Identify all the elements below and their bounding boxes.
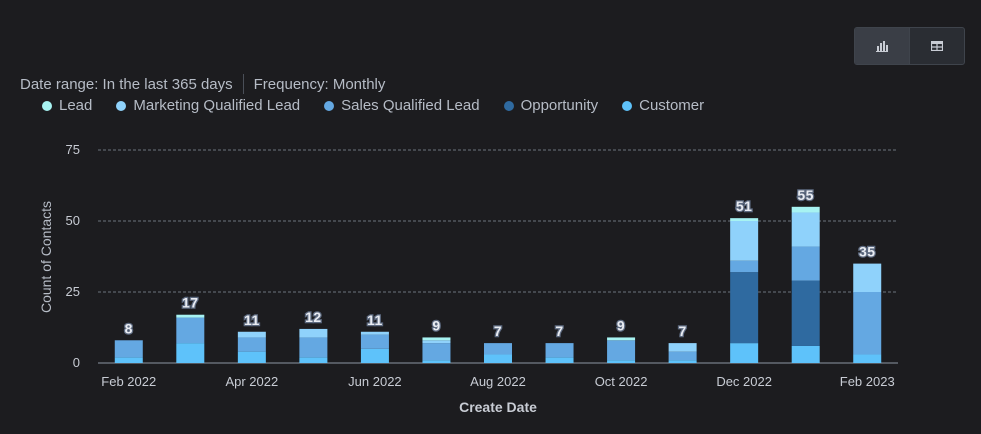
bar-segment-sales-qualified-lead[interactable]	[176, 317, 205, 344]
legend-label: Sales Qualified Lead	[341, 97, 480, 114]
legend-swatch	[503, 100, 514, 111]
legend-item-sales-qualified-lead[interactable]: Sales Qualified Lead	[324, 97, 480, 114]
bar-segment-customer[interactable]	[360, 348, 389, 363]
legend-swatch	[116, 100, 127, 111]
date-range-filter[interactable]: Date range: In the last 365 days	[20, 75, 233, 93]
x-tick-label: Feb 2022	[101, 374, 156, 389]
bar-segment-customer[interactable]	[422, 360, 451, 363]
bar-total-label: 35	[859, 244, 876, 260]
bar-segment-customer[interactable]	[853, 354, 882, 363]
bar-segment-sales-qualified-lead[interactable]	[237, 337, 266, 352]
bar-total-label: 11	[244, 312, 260, 328]
y-axis-title: Count of Contacts	[38, 201, 54, 313]
bar-segment-customer[interactable]	[668, 360, 697, 363]
bar-segment-customer[interactable]	[237, 351, 266, 363]
frequency-filter[interactable]: Frequency: Monthly	[253, 75, 386, 93]
legend-swatch	[324, 100, 335, 111]
bar-total-label: 12	[305, 309, 322, 325]
legend-swatch	[42, 100, 52, 111]
bar-segment-sales-qualified-lead[interactable]	[791, 246, 820, 281]
bar-segment-customer[interactable]	[299, 357, 328, 363]
bar-segment-opportunity[interactable]	[791, 280, 820, 346]
x-tick-label: Feb 2023	[840, 374, 895, 389]
legend-item-customer[interactable]: Customer	[622, 97, 704, 114]
bar-segment-sales-qualified-lead[interactable]	[607, 340, 636, 361]
view-toggle	[854, 27, 965, 65]
bar-segment-lead[interactable]	[791, 206, 820, 213]
x-tick-label: Jun 2022	[348, 374, 402, 389]
x-axis-title: Create Date	[459, 399, 537, 415]
y-tick-label: 50	[66, 213, 80, 228]
bar-segment-customer[interactable]	[114, 357, 143, 363]
bar-segment-lead[interactable]	[730, 218, 759, 221]
bar-segment-marketing-qualified-lead[interactable]	[791, 212, 820, 247]
bar-segment-marketing-qualified-lead[interactable]	[853, 263, 882, 292]
bar-segment-sales-qualified-lead[interactable]	[545, 343, 574, 358]
bar-segment-marketing-qualified-lead[interactable]	[668, 343, 697, 352]
bar-segment-sales-qualified-lead[interactable]	[422, 343, 451, 361]
bar-segment-sales-qualified-lead[interactable]	[360, 334, 389, 349]
x-tick-label: Oct 2022	[595, 374, 648, 389]
bar-total-label: 9	[617, 317, 625, 333]
filter-divider	[242, 74, 244, 94]
bar-segment-sales-qualified-lead[interactable]	[668, 351, 697, 361]
bar-total-label: 7	[555, 323, 563, 339]
bar-total-label: 55	[797, 187, 814, 203]
legend-item-lead[interactable]: Lead	[42, 97, 92, 114]
legend-item-opportunity[interactable]: Opportunity	[503, 97, 599, 114]
bar-segment-sales-qualified-lead[interactable]	[853, 292, 882, 355]
legend-label: Opportunity	[520, 97, 599, 114]
bar-segment-customer[interactable]	[730, 343, 759, 363]
chart-legend: Lead Marketing Qualified Lead Sales Qualif…	[42, 97, 728, 114]
bar-total-label: 17	[182, 295, 199, 311]
table-icon	[931, 41, 943, 51]
filter-summary: Date range: In the last 365 days Frequen…	[20, 74, 385, 94]
bar-segment-lead[interactable]	[176, 314, 205, 318]
x-tick-label: Dec 2022	[716, 374, 772, 389]
legend-label: Customer	[639, 97, 705, 114]
bar-segment-customer[interactable]	[545, 357, 574, 363]
bar-segment-customer[interactable]	[791, 345, 820, 363]
bar-segment-sales-qualified-lead[interactable]	[730, 260, 759, 273]
bar-segment-lead[interactable]	[422, 337, 451, 341]
chart-view-button[interactable]	[855, 28, 909, 64]
bar-segment-marketing-qualified-lead[interactable]	[730, 221, 759, 261]
y-tick-label: 0	[73, 355, 80, 370]
bar-segment-marketing-qualified-lead[interactable]	[422, 340, 451, 344]
bar-segment-sales-qualified-lead[interactable]	[299, 337, 328, 358]
bar-segment-customer[interactable]	[484, 354, 512, 363]
bar-total-label: 7	[678, 323, 686, 339]
bar-total-label: 8	[125, 320, 133, 336]
legend-item-marketing-qualified-lead[interactable]: Marketing Qualified Lead	[116, 97, 300, 114]
legend-swatch	[622, 100, 633, 111]
bar-total-label: 51	[736, 198, 753, 214]
bar-segment-sales-qualified-lead[interactable]	[114, 340, 143, 358]
bar-segment-marketing-qualified-lead[interactable]	[237, 331, 266, 338]
table-view-button[interactable]	[909, 28, 964, 64]
bar-segment-opportunity[interactable]	[730, 272, 759, 344]
y-tick-label: 75	[66, 142, 80, 157]
x-tick-label: Aug 2022	[470, 374, 526, 389]
bar-chart-icon	[876, 40, 888, 52]
legend-label: Marketing Qualified Lead	[133, 97, 301, 114]
legend-label: Lead	[59, 97, 93, 114]
y-tick-label: 25	[66, 284, 80, 299]
bar-segment-sales-qualified-lead[interactable]	[484, 343, 512, 355]
bar-total-label: 9	[432, 317, 440, 333]
bar-segment-marketing-qualified-lead[interactable]	[299, 328, 328, 338]
bar-segment-customer[interactable]	[176, 343, 205, 363]
bar-segment-customer[interactable]	[607, 360, 636, 363]
x-tick-label: Apr 2022	[225, 374, 278, 389]
bar-segment-lead[interactable]	[607, 337, 636, 341]
bar-total-label: 7	[494, 323, 502, 339]
bar-segment-marketing-qualified-lead[interactable]	[360, 331, 389, 335]
bar-total-label: 11	[367, 312, 383, 328]
